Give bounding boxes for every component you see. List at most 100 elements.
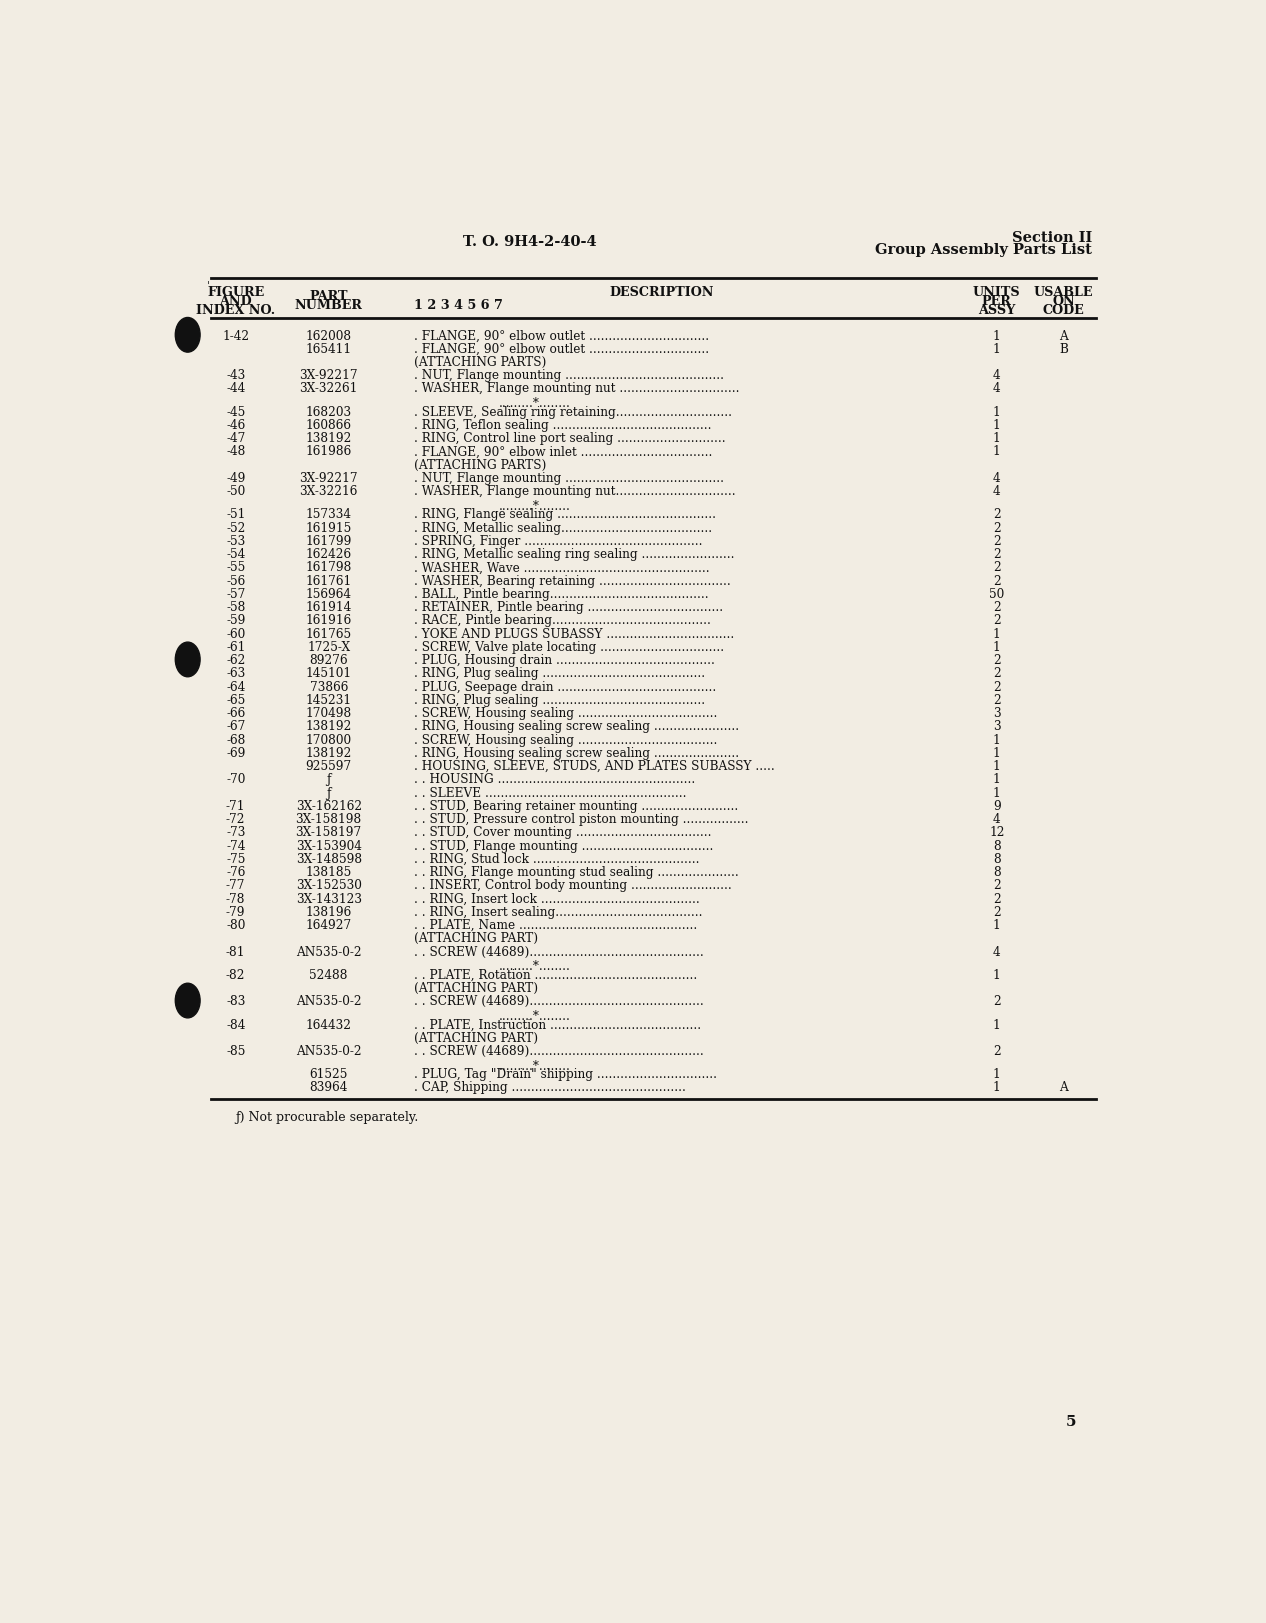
Text: . SCREW, Housing sealing ....................................: . SCREW, Housing sealing ...............…: [414, 734, 718, 747]
Text: . . SCREW (44689).............................................: . . SCREW (44689).......................…: [414, 1045, 704, 1058]
Text: USABLE: USABLE: [1034, 286, 1094, 299]
Text: -65: -65: [227, 695, 246, 708]
Text: . SCREW, Valve plate locating ................................: . SCREW, Valve plate locating ..........…: [414, 641, 724, 654]
Text: 3X-158197: 3X-158197: [296, 826, 362, 839]
Text: -49: -49: [227, 472, 246, 485]
Text: 1: 1: [993, 1068, 1000, 1081]
Text: 925597: 925597: [305, 760, 352, 773]
Text: 1: 1: [993, 773, 1000, 786]
Text: 2: 2: [993, 893, 1000, 906]
Text: 1: 1: [993, 342, 1000, 355]
Text: 145231: 145231: [305, 695, 352, 708]
Text: . PLUG, Housing drain .........................................: . PLUG, Housing drain ..................…: [414, 654, 715, 667]
Text: -47: -47: [227, 432, 246, 445]
Text: Section II: Section II: [1012, 230, 1093, 245]
Text: 4: 4: [993, 370, 1000, 383]
Text: 170498: 170498: [305, 708, 352, 721]
Text: -53: -53: [227, 536, 246, 549]
Text: 1: 1: [993, 969, 1000, 982]
Text: . . SCREW (44689).............................................: . . SCREW (44689).......................…: [414, 995, 704, 1008]
Text: . RETAINER, Pintle bearing ...................................: . RETAINER, Pintle bearing .............…: [414, 601, 723, 613]
Text: . RING, Control line port sealing ............................: . RING, Control line port sealing ......…: [414, 432, 725, 445]
Text: 138185: 138185: [305, 867, 352, 880]
Text: . . RING, Insert sealing......................................: . . RING, Insert sealing................…: [414, 906, 703, 919]
Text: AN535-0-2: AN535-0-2: [296, 946, 362, 959]
Text: 161915: 161915: [305, 521, 352, 534]
Text: -48: -48: [227, 445, 246, 458]
Text: 1: 1: [993, 432, 1000, 445]
Text: -80: -80: [227, 919, 246, 932]
Text: ƒ: ƒ: [327, 773, 330, 786]
Text: . . SLEEVE ....................................................: . . SLEEVE .............................…: [414, 787, 686, 800]
Text: 1: 1: [993, 406, 1000, 419]
Ellipse shape: [175, 984, 200, 1018]
Text: -82: -82: [227, 969, 246, 982]
Text: 2: 2: [993, 508, 1000, 521]
Text: 1725-X: 1725-X: [308, 641, 351, 654]
Text: 162426: 162426: [305, 549, 352, 562]
Text: .........*........: .........*........: [499, 500, 571, 513]
Text: . NUT, Flange mounting .........................................: . NUT, Flange mounting .................…: [414, 472, 724, 485]
Text: -50: -50: [227, 485, 246, 498]
Text: -68: -68: [227, 734, 246, 747]
Text: 3X-162162: 3X-162162: [296, 800, 362, 813]
Text: -67: -67: [227, 721, 246, 734]
Text: ASSY: ASSY: [979, 304, 1015, 316]
Text: 164927: 164927: [305, 919, 352, 932]
Text: -62: -62: [227, 654, 246, 667]
Text: . . HOUSING ...................................................: . . HOUSING ............................…: [414, 773, 695, 786]
Text: . . RING, Insert lock .........................................: . . RING, Insert lock ..................…: [414, 893, 700, 906]
Text: 2: 2: [993, 995, 1000, 1008]
Text: -63: -63: [227, 667, 246, 680]
Text: AN535-0-2: AN535-0-2: [296, 1045, 362, 1058]
Text: -60: -60: [227, 628, 246, 641]
Text: . SLEEVE, Sealing ring retaining..............................: . SLEEVE, Sealing ring retaining........…: [414, 406, 732, 419]
Ellipse shape: [175, 643, 200, 677]
Text: . RING, Teflon sealing .........................................: . RING, Teflon sealing .................…: [414, 419, 711, 432]
Text: -73: -73: [227, 826, 246, 839]
Text: 161798: 161798: [305, 562, 352, 575]
Text: . WASHER, Flange mounting nut...............................: . WASHER, Flange mounting nut...........…: [414, 485, 736, 498]
Text: 1: 1: [993, 329, 1000, 342]
Text: ON: ON: [1052, 295, 1075, 308]
Text: 52488: 52488: [309, 969, 348, 982]
Text: -83: -83: [227, 995, 246, 1008]
Text: . . STUD, Cover mounting ...................................: . . STUD, Cover mounting ...............…: [414, 826, 711, 839]
Text: 2: 2: [993, 695, 1000, 708]
Text: . . PLATE, Name ..............................................: . . PLATE, Name ........................…: [414, 919, 698, 932]
Text: 3X-143123: 3X-143123: [296, 893, 362, 906]
Text: . RING, Plug sealing ..........................................: . RING, Plug sealing ...................…: [414, 667, 705, 680]
Text: -85: -85: [227, 1045, 246, 1058]
Text: 2: 2: [993, 562, 1000, 575]
Text: -84: -84: [227, 1019, 246, 1032]
Text: -64: -64: [227, 680, 246, 693]
Text: 2: 2: [993, 880, 1000, 893]
Text: 89276: 89276: [309, 654, 348, 667]
Text: (ATTACHING PART): (ATTACHING PART): [414, 1032, 538, 1045]
Text: 2: 2: [993, 575, 1000, 588]
Text: -72: -72: [227, 813, 246, 826]
Text: 160866: 160866: [306, 419, 352, 432]
Text: . . RING, Flange mounting stud sealing .....................: . . RING, Flange mounting stud sealing .…: [414, 867, 739, 880]
Text: 161799: 161799: [305, 536, 352, 549]
Text: . . PLATE, Instruction .......................................: . . PLATE, Instruction .................…: [414, 1019, 701, 1032]
Text: 2: 2: [993, 680, 1000, 693]
Text: ': ': [208, 281, 210, 291]
Text: DESCRIPTION: DESCRIPTION: [610, 286, 714, 299]
Text: 162008: 162008: [305, 329, 352, 342]
Text: . HOUSING, SLEEVE, STUDS, AND PLATES SUBASSY .....: . HOUSING, SLEEVE, STUDS, AND PLATES SUB…: [414, 760, 775, 773]
Text: (ATTACHING PARTS): (ATTACHING PARTS): [414, 355, 547, 368]
Text: 1: 1: [993, 787, 1000, 800]
Text: 9: 9: [993, 800, 1000, 813]
Text: .........*........: .........*........: [499, 1010, 571, 1022]
Text: . FLANGE, 90° elbow outlet ...............................: . FLANGE, 90° elbow outlet .............…: [414, 329, 709, 342]
Text: 73866: 73866: [310, 680, 348, 693]
Text: . . PLATE, Rotation ..........................................: . . PLATE, Rotation ....................…: [414, 969, 698, 982]
Text: NUMBER: NUMBER: [295, 300, 363, 313]
Text: ƒ) Not procurable separately.: ƒ) Not procurable separately.: [235, 1110, 419, 1123]
Text: . . STUD, Bearing retainer mounting .........................: . . STUD, Bearing retainer mounting ....…: [414, 800, 738, 813]
Text: -54: -54: [227, 549, 246, 562]
Text: 1: 1: [993, 1019, 1000, 1032]
Text: 2: 2: [993, 615, 1000, 628]
Text: 170800: 170800: [305, 734, 352, 747]
